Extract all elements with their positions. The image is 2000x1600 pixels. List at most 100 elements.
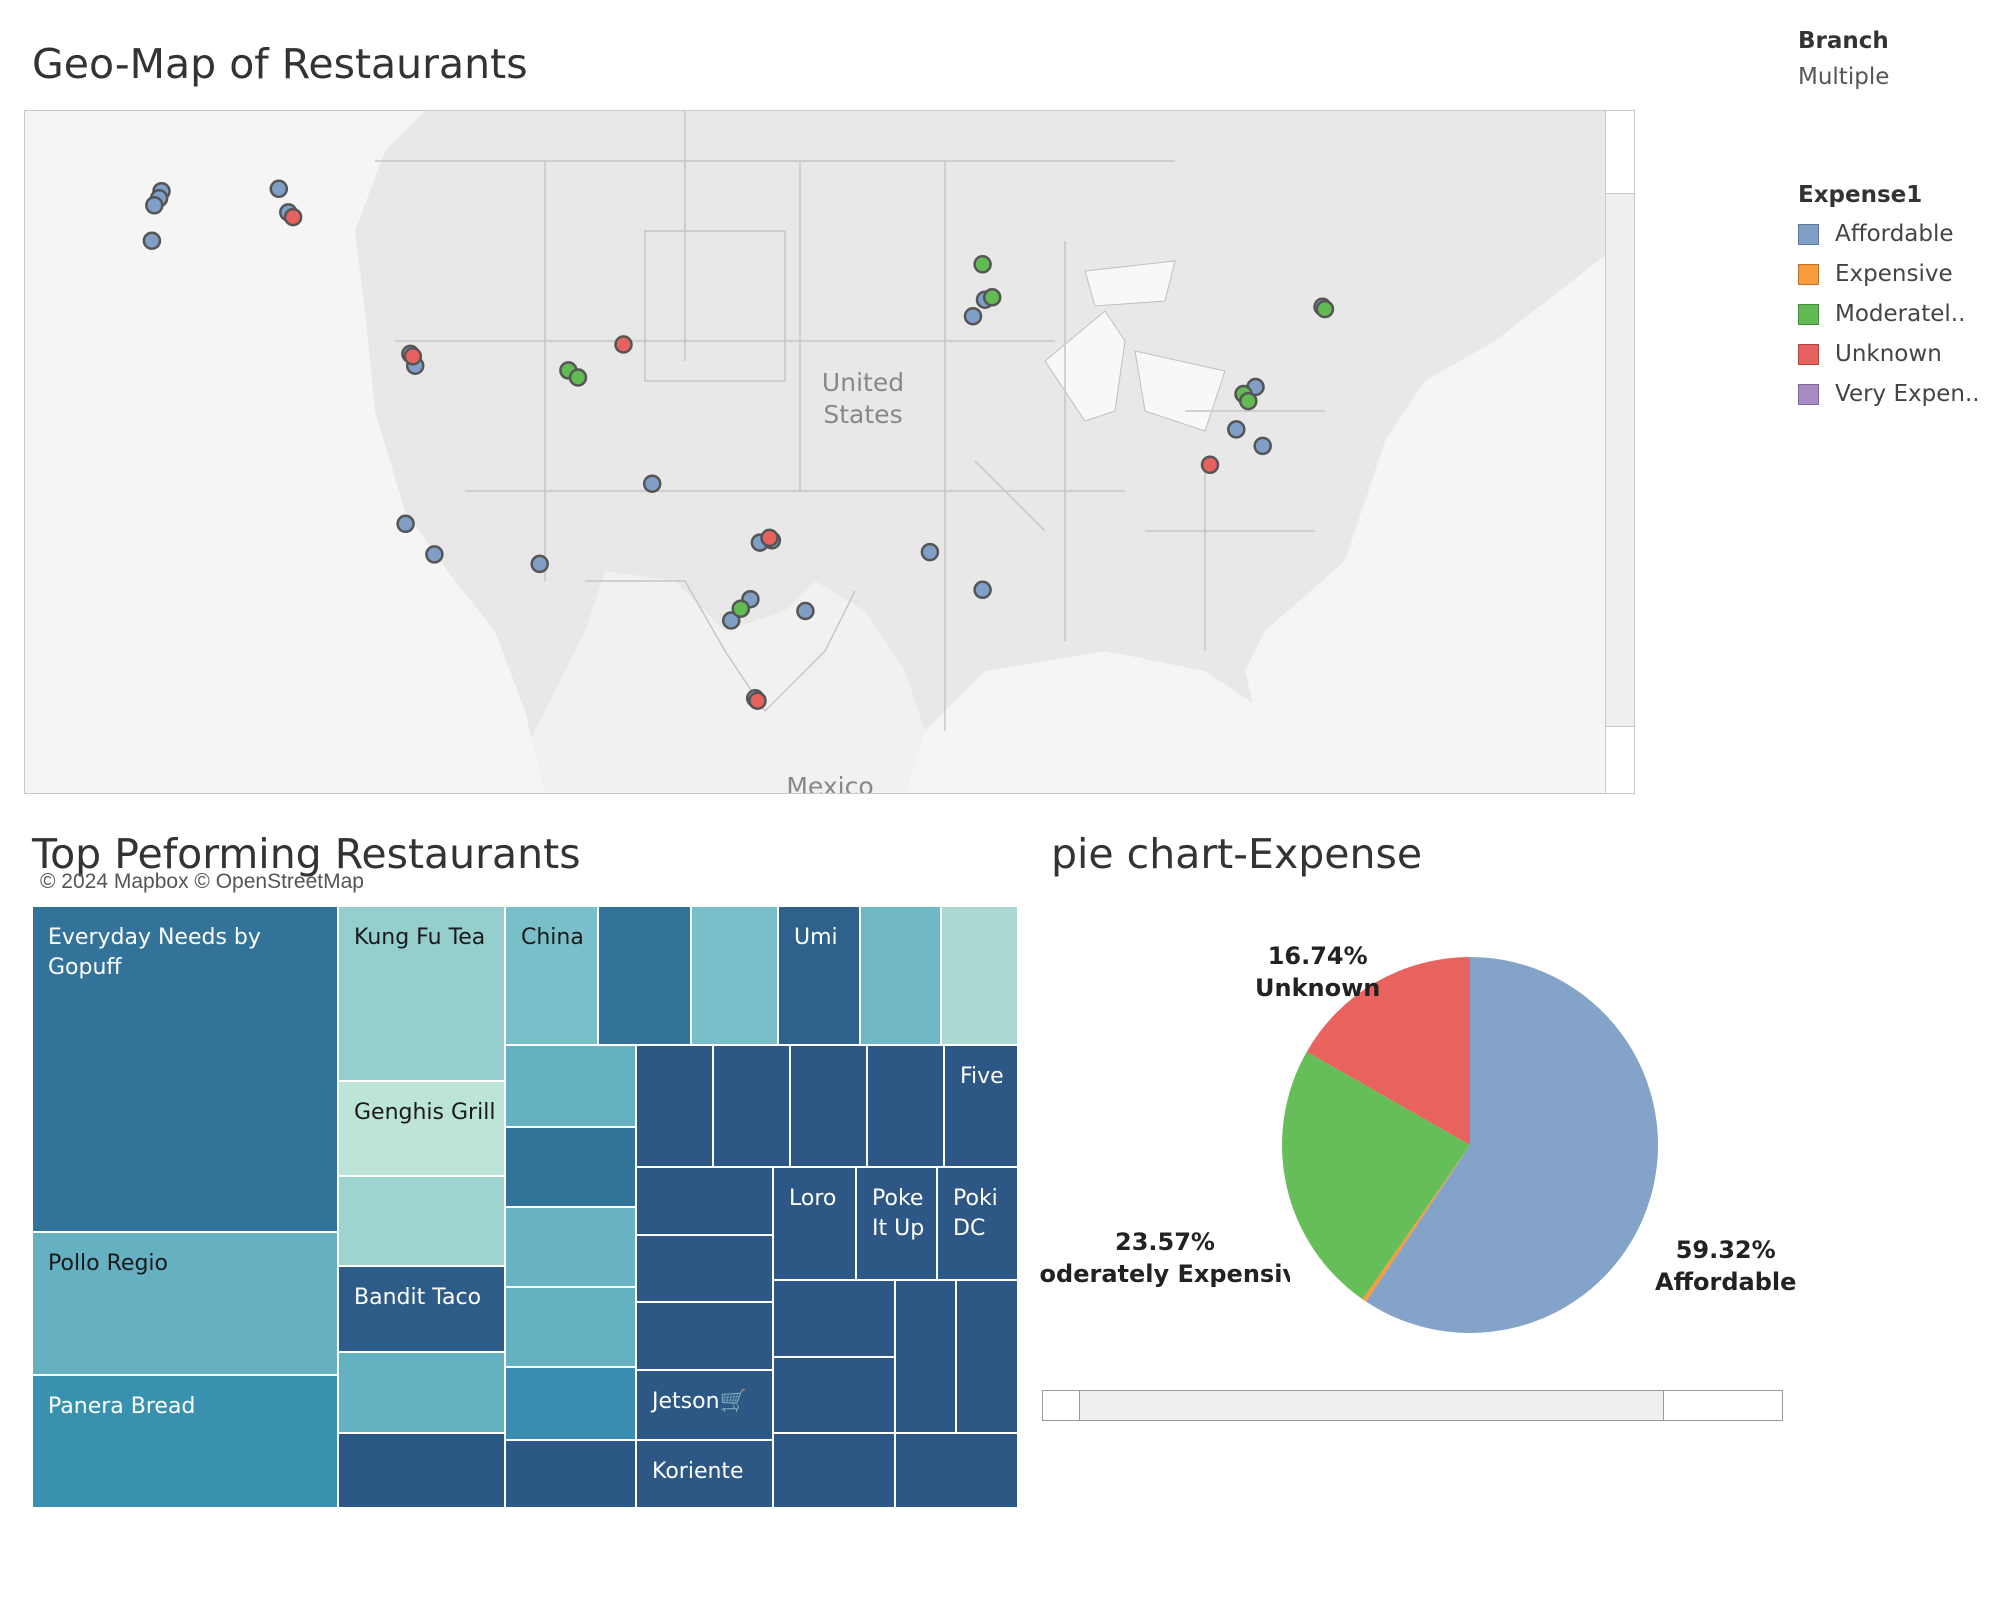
legend-item-very-expensive[interactable]: Very Expen.. (1798, 374, 1980, 414)
map-point-affordable[interactable] (920, 542, 940, 562)
treemap-cell[interactable]: Koriente (636, 1440, 773, 1508)
pie-pct-unknown: 16.74% (1267, 942, 1368, 970)
treemap-cell[interactable] (636, 1045, 713, 1167)
treemap-cell[interactable]: China (505, 906, 598, 1045)
treemap-cell[interactable] (505, 1045, 636, 1127)
treemap-cell[interactable] (636, 1167, 773, 1235)
map-point-unknown[interactable] (614, 335, 633, 354)
pie-slice-affordable[interactable] (1366, 957, 1658, 1333)
treemap-cell[interactable] (338, 1176, 505, 1266)
legend-item-expensive[interactable]: Expensive (1798, 254, 1980, 294)
map-point-moderately-expensive[interactable] (568, 368, 588, 387)
map-point-moderately-expensive[interactable] (982, 288, 1002, 307)
treemap-cell[interactable] (895, 1280, 956, 1433)
pie-slice-expensive[interactable] (1362, 1145, 1470, 1302)
map-point-affordable[interactable] (963, 306, 983, 326)
pie-slices (1282, 957, 1658, 1333)
treemap[interactable]: Everyday Needs by Gopuff Pollo Regio Pan… (32, 906, 1018, 1508)
geo-map[interactable]: United States Mexico (24, 110, 1634, 794)
treemap-cell[interactable] (505, 1287, 636, 1367)
map-point-unknown[interactable] (760, 528, 779, 548)
map-point-affordable[interactable] (1227, 420, 1246, 439)
treemap-cell[interactable]: Bandit Taco (338, 1266, 505, 1352)
treemap-cell[interactable]: Pollo Regio (32, 1232, 338, 1375)
map-point-affordable[interactable] (973, 580, 992, 600)
ocean-atlantic (1245, 232, 1633, 793)
ocean-pacific (25, 111, 545, 793)
pie-slice-moderately-expensive[interactable] (1282, 1051, 1470, 1300)
legend-label: Moderatel.. (1835, 301, 1966, 327)
treemap-cell[interactable] (956, 1280, 1018, 1433)
map-point-unknown[interactable] (283, 207, 303, 227)
map-point-affordable[interactable] (1253, 436, 1272, 456)
branch-value[interactable]: Multiple (1798, 64, 1890, 90)
map-point-moderately-expensive[interactable] (1315, 299, 1335, 319)
map-point-unknown[interactable] (403, 347, 423, 366)
treemap-cell[interactable] (773, 1357, 895, 1433)
treemap-cell[interactable] (867, 1045, 944, 1167)
map-point-affordable[interactable] (425, 545, 444, 564)
treemap-cell[interactable] (713, 1045, 790, 1167)
map-point-affordable[interactable] (530, 554, 549, 574)
treemap-cell[interactable] (505, 1127, 636, 1207)
pie-pct-moderate: 23.57% (1115, 1228, 1215, 1256)
pie-label-unknown: 16.74% Unknown (1255, 940, 1380, 1004)
legend-item-unknown[interactable]: Unknown (1798, 334, 1980, 374)
map-point-affordable[interactable] (642, 474, 662, 493)
treemap-cell[interactable] (773, 1433, 895, 1508)
map-point-affordable[interactable] (721, 611, 741, 630)
pie-label-affordable: 59.32% Affordable (1655, 1234, 1796, 1298)
map-point-affordable[interactable] (142, 231, 162, 250)
pie-title: pie chart-Expense (1051, 830, 1423, 878)
treemap-cell[interactable] (505, 1440, 636, 1508)
map-point-affordable[interactable] (796, 601, 815, 621)
treemap-cell[interactable]: Everyday Needs by Gopuff (32, 906, 338, 1232)
map-point-unknown[interactable] (1200, 455, 1220, 475)
treemap-cell[interactable] (941, 906, 1018, 1045)
map-scrollbar-thumb[interactable] (1606, 193, 1634, 727)
treemap-cell[interactable]: Umi (778, 906, 860, 1045)
treemap-cell[interactable] (691, 906, 778, 1045)
map-canvas[interactable]: United States Mexico (25, 111, 1634, 794)
treemap-cell[interactable] (895, 1433, 1018, 1508)
treemap-cell[interactable] (598, 906, 691, 1045)
pie-pct-affordable: 59.32% (1675, 1236, 1776, 1264)
pie-scrollbar-thumb[interactable] (1079, 1391, 1664, 1420)
state-borders (375, 111, 1325, 731)
treemap-cell[interactable]: Genghis Grill (338, 1081, 505, 1176)
treemap-cell[interactable] (505, 1207, 636, 1287)
pie-name-moderate: Moderately Expensive (1040, 1260, 1290, 1288)
treemap-cell[interactable]: Panera Bread (32, 1375, 338, 1508)
treemap-cell[interactable] (505, 1367, 636, 1440)
treemap-cell[interactable]: Poke It Up (856, 1167, 937, 1280)
great-lakes (1044, 260, 1226, 432)
treemap-cell[interactable] (636, 1235, 773, 1302)
treemap-cell[interactable] (790, 1045, 867, 1167)
pie-scrollbar[interactable] (1042, 1390, 1783, 1421)
treemap-cell[interactable]: Five (944, 1045, 1018, 1167)
map-point-unknown[interactable] (748, 691, 767, 710)
treemap-cell[interactable] (860, 906, 941, 1045)
map-point-moderately-expensive[interactable] (973, 255, 992, 274)
treemap-cell[interactable] (636, 1302, 773, 1370)
map-scrollbar[interactable] (1605, 110, 1635, 794)
map-point-affordable[interactable] (269, 179, 289, 199)
map-point-moderately-expensive[interactable] (1239, 391, 1258, 411)
treemap-cell[interactable]: Jetson🛒 (636, 1370, 773, 1440)
treemap-cell[interactable] (338, 1352, 505, 1433)
map-point-affordable[interactable] (396, 514, 415, 534)
treemap-cell[interactable]: Kung Fu Tea (338, 906, 505, 1081)
treemap-cell[interactable] (338, 1433, 505, 1508)
treemap-cell[interactable] (773, 1280, 895, 1357)
map-point-affordable[interactable] (145, 196, 164, 215)
pie-slice-unknown[interactable] (1306, 957, 1470, 1145)
pie-label-moderate: 23.57% Moderately Expensive (1040, 1226, 1290, 1290)
treemap-cell[interactable]: Poki DC (937, 1167, 1018, 1280)
legend-item-affordable[interactable]: Affordable (1798, 214, 1980, 254)
country-label-states: States (823, 400, 902, 429)
treemap-cell[interactable]: Loro (773, 1167, 856, 1280)
legend-item-moderately[interactable]: Moderatel.. (1798, 294, 1980, 334)
map-point-moderately-expensive[interactable] (731, 599, 751, 618)
pie-chart[interactable] (1040, 900, 1800, 1370)
branch-filter[interactable]: Branch Multiple (1798, 28, 1998, 90)
